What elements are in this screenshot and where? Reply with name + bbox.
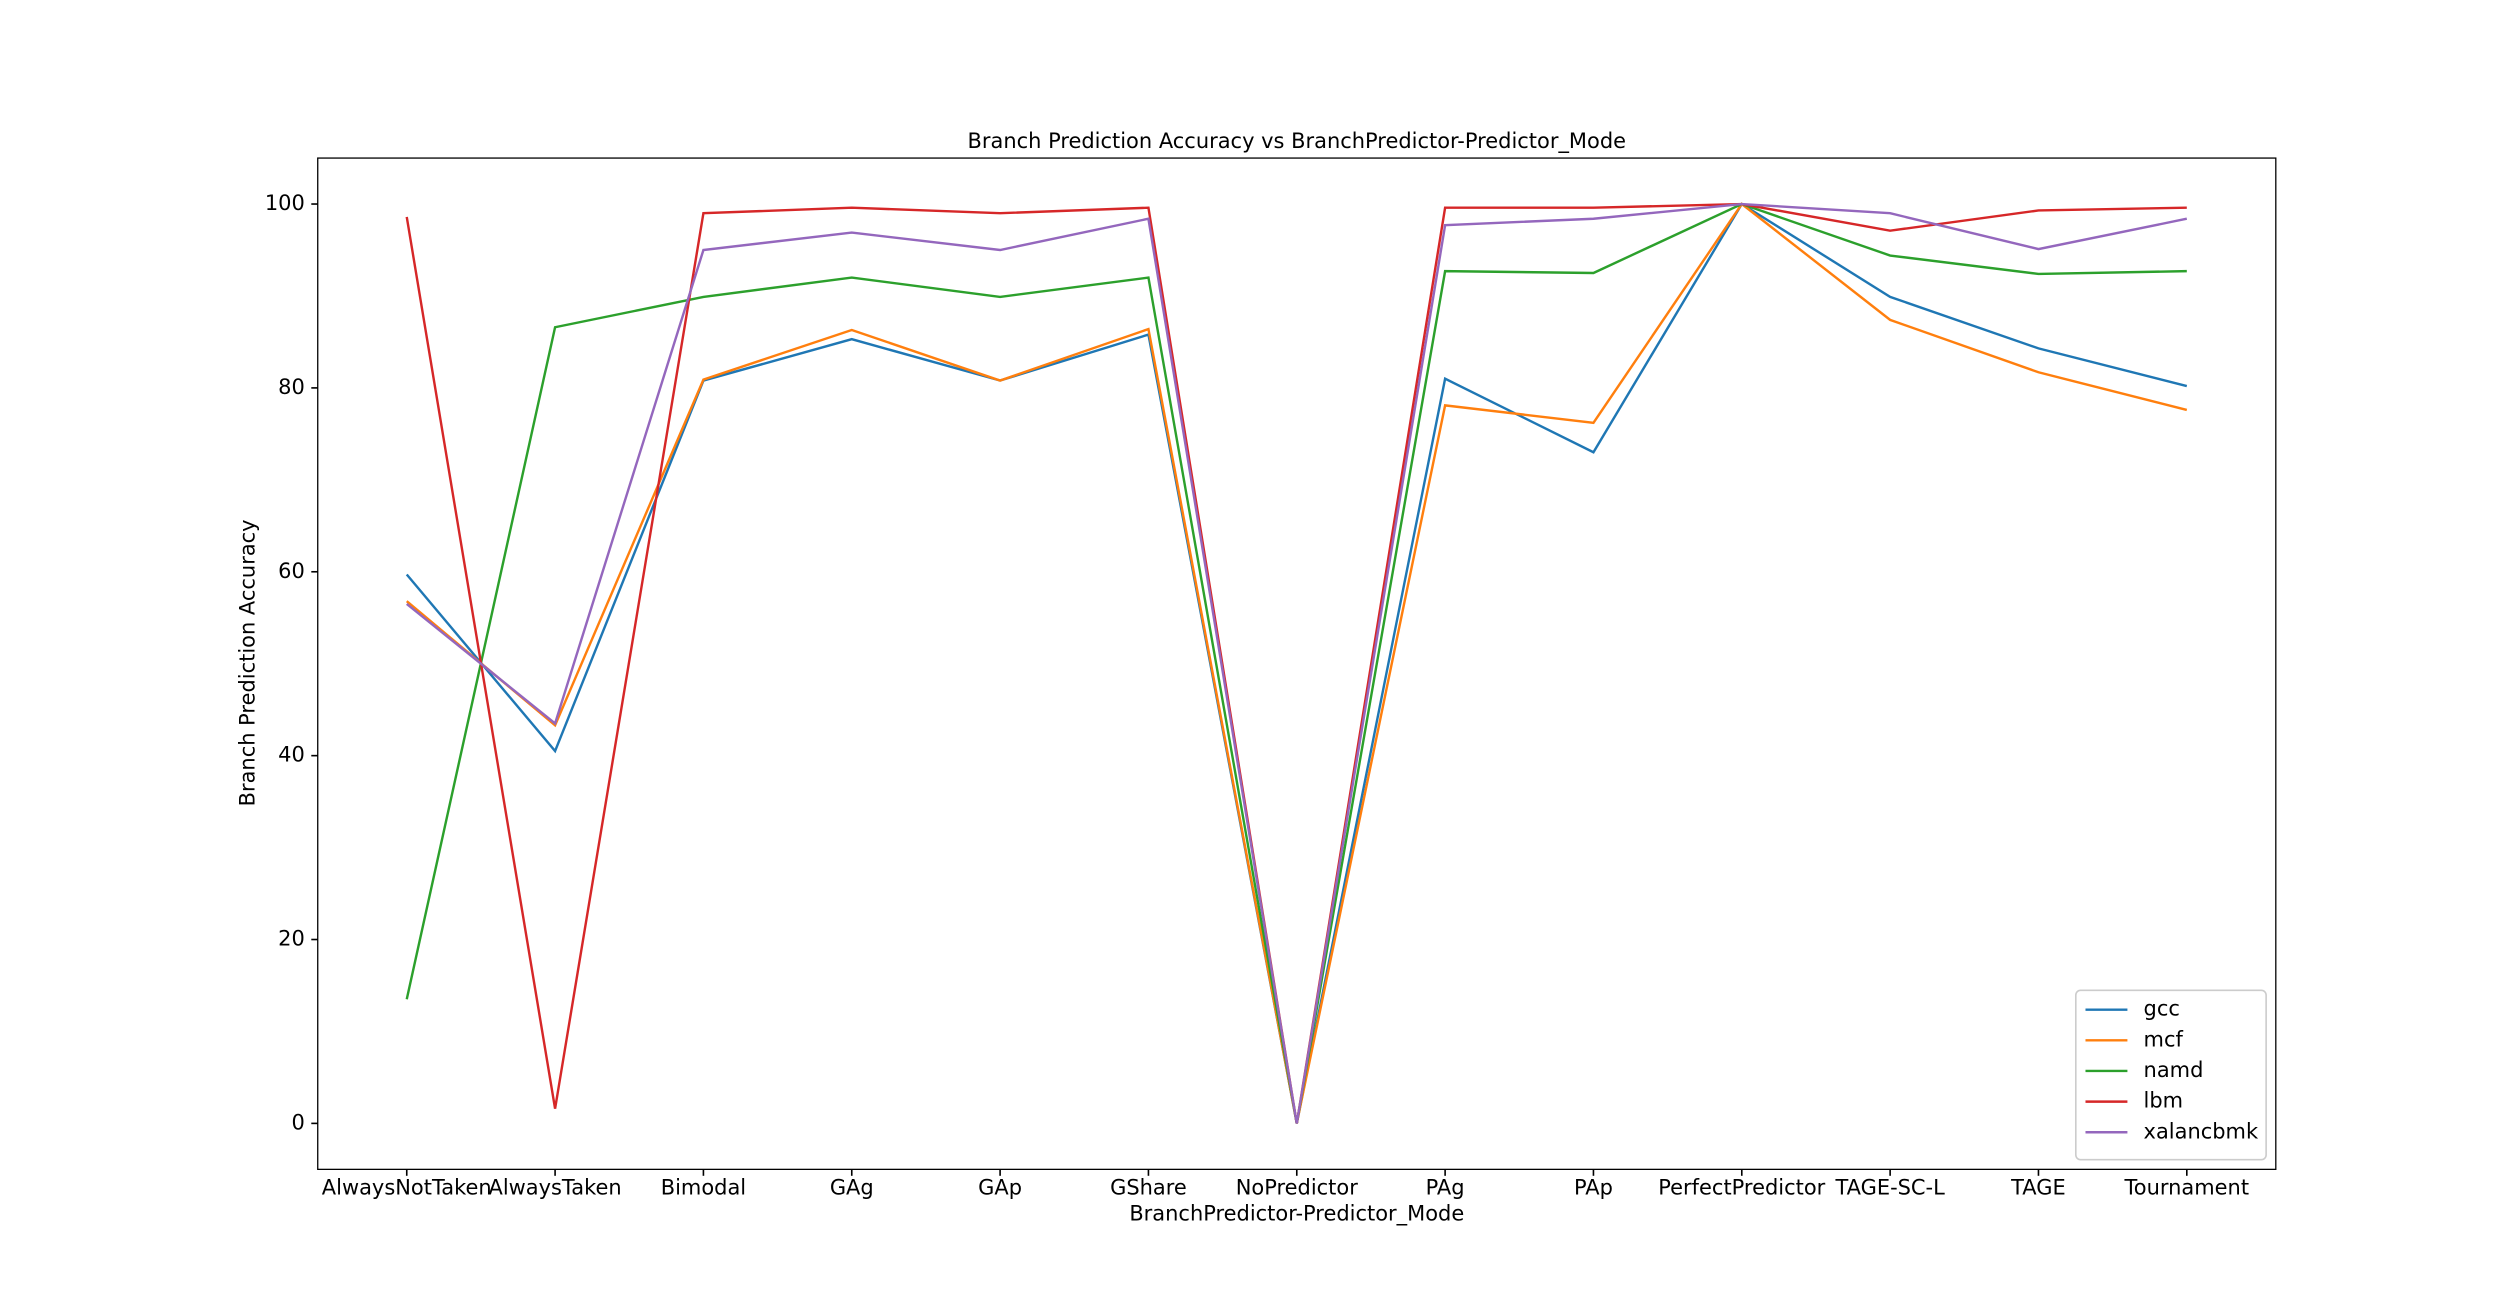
x-tick-label: TAGE-SC-L bbox=[1834, 1176, 1945, 1200]
series-line bbox=[405, 202, 2188, 1124]
y-tick-label: 0 bbox=[291, 1110, 304, 1134]
x-axis-label: BranchPredictor-Predictor_Mode bbox=[1129, 1202, 1464, 1227]
x-tick-label: PerfectPredictor bbox=[1658, 1176, 1825, 1200]
legend-label: lbm bbox=[2144, 1089, 2184, 1113]
legend-label: mcf bbox=[2144, 1027, 2184, 1051]
y-tick-label: 40 bbox=[278, 743, 305, 767]
x-tick-label: PAp bbox=[1574, 1176, 1613, 1200]
x-tick-label: GAg bbox=[830, 1176, 874, 1200]
x-tick-label: GShare bbox=[1110, 1176, 1187, 1200]
chart-title: Branch Prediction Accuracy vs BranchPred… bbox=[968, 129, 1627, 154]
legend-label: xalancbmk bbox=[2144, 1119, 2259, 1143]
x-tick-label: AlwaysTaken bbox=[488, 1176, 621, 1200]
x-tick-label: TAGE bbox=[2010, 1176, 2066, 1200]
x-tick-label: AlwaysNotTaken bbox=[322, 1176, 492, 1200]
y-tick-label: 20 bbox=[278, 927, 305, 951]
x-tick-label: Bimodal bbox=[661, 1176, 746, 1200]
legend-label: namd bbox=[2144, 1058, 2204, 1082]
legend: gcc mcf namd lbm xalancbmk bbox=[2075, 989, 2267, 1161]
legend-label: gcc bbox=[2144, 997, 2180, 1021]
y-tick-label: 80 bbox=[278, 375, 305, 399]
y-tick-label: 60 bbox=[278, 559, 305, 583]
y-tick-label: 100 bbox=[265, 191, 305, 215]
x-tick-label: PAg bbox=[1426, 1176, 1465, 1200]
x-tick-label: GAp bbox=[978, 1176, 1022, 1200]
legend-box bbox=[2075, 989, 2267, 1161]
x-tick-label: NoPredictor bbox=[1236, 1176, 1358, 1200]
x-tick-label: Tournament bbox=[2124, 1176, 2250, 1200]
plot-area bbox=[317, 157, 2277, 1170]
y-axis-label: Branch Prediction Accuracy bbox=[235, 519, 259, 806]
